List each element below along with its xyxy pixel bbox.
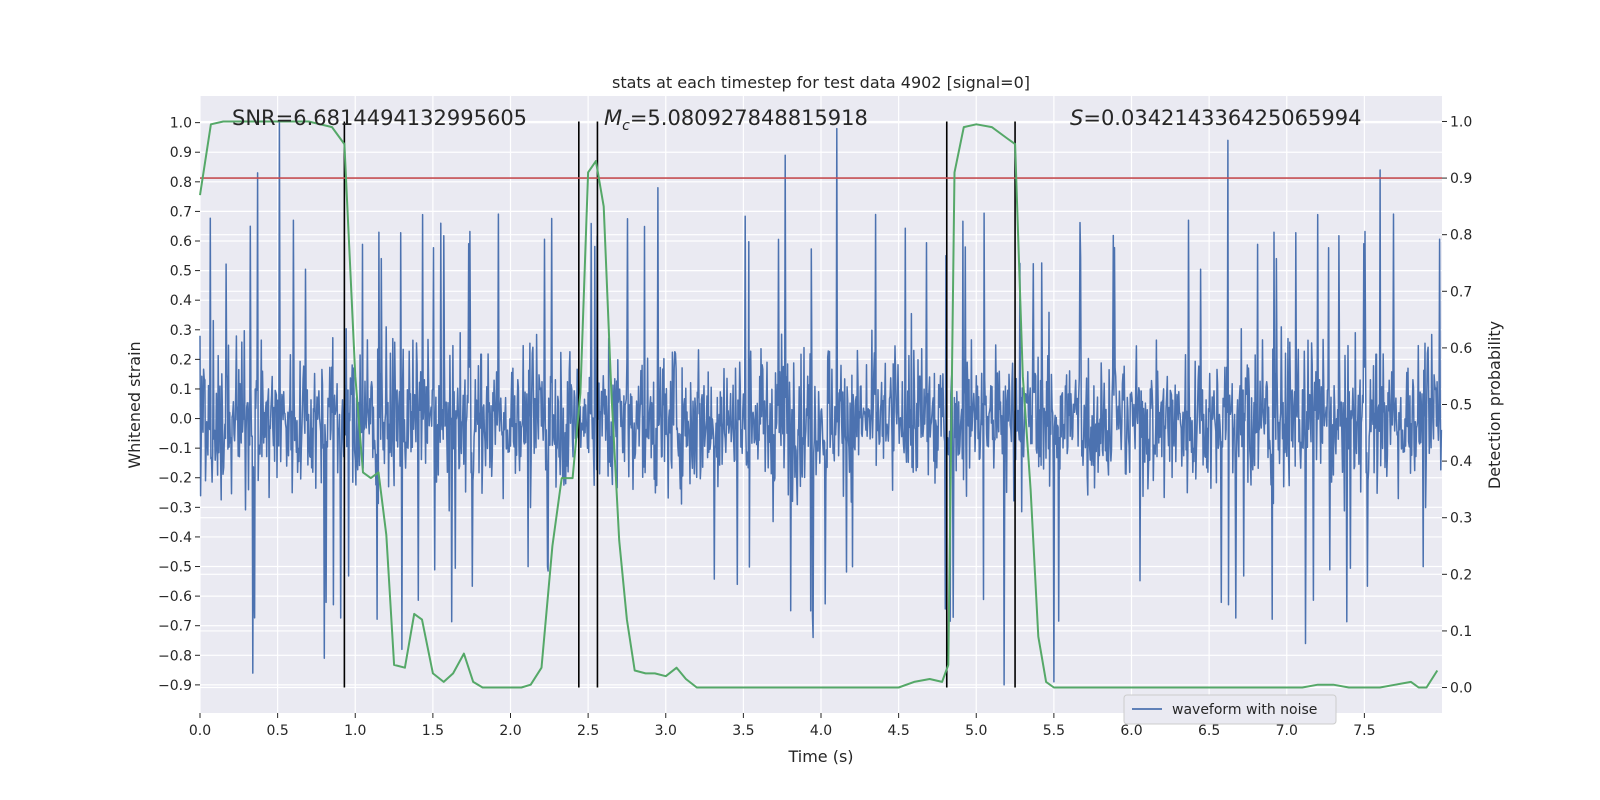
x-tick-label: 0.5 [266,723,288,739]
y-tick-label: −0.6 [158,589,192,605]
x-tick-label: 5.0 [965,723,987,739]
y-right-tick-label: 0.1 [1450,624,1472,640]
y-axis-label: Whitened strain [125,341,144,468]
x-ticks: 0.0 0.5 1.0 1.5 2.0 2.5 3.0 3.5 4.0 4.5 5.0 5.5 6.0 6… [189,713,1376,739]
x-tick-label: 4.5 [887,723,909,739]
y-tick-label: 1.0 [170,116,192,132]
x-tick-label: 7.5 [1353,723,1375,739]
y-tick-label: 0.9 [170,145,192,161]
x-tick-label: 2.0 [499,723,521,739]
x-tick-label: 6.5 [1198,723,1220,739]
y-right-tick-label: 0.2 [1450,567,1472,583]
y-right-tick-label: 0.7 [1450,284,1472,300]
y-tick-label: 0.6 [170,234,192,250]
s-annotation: S=0.034214336425065994 [1070,106,1361,130]
y-right-tick-label: 0.6 [1450,341,1472,357]
y-tick-label: −0.9 [158,678,192,694]
y-ticks-right: 1.0 0.9 0.8 0.7 0.6 0.5 0.4 0.3 0.2 0.1 0.0 [1442,114,1472,697]
x-axis-label: Time (s) [787,747,853,766]
y-ticks-left: 1.0 0.9 0.8 0.7 0.6 0.5 0.4 0.3 0.2 0.1 0.0 −0.1 −0.… [158,116,200,694]
y-right-tick-label: 0.8 [1450,228,1472,244]
y-right-tick-label: 0.5 [1450,398,1472,414]
y-tick-label: 0.0 [170,412,192,428]
y-tick-label: −0.1 [158,441,192,457]
legend: waveform with noise [1123,694,1337,725]
legend-label-waveform: waveform with noise [1172,702,1317,718]
y-tick-label: 0.5 [170,264,192,280]
y-tick-label: 0.8 [170,175,192,191]
mc-value: =5.080927848815918 [630,106,868,130]
y-right-tick-label: 1.0 [1450,114,1472,130]
y-tick-label: −0.5 [158,560,192,576]
y-right-tick-label: 0.9 [1450,171,1472,187]
y-tick-label: −0.4 [158,530,192,546]
x-tick-label: 5.5 [1043,723,1065,739]
y-tick-label: −0.8 [158,648,192,664]
y-right-tick-label: 0.0 [1450,681,1472,697]
waveform-line [199,121,1443,686]
y-tick-label: −0.3 [158,500,192,516]
x-tick-label: 7.0 [1276,723,1298,739]
x-tick-label: 6.0 [1120,723,1142,739]
x-tick-label: 3.0 [655,723,677,739]
y-tick-label: −0.7 [158,619,192,635]
probability-line [199,120,1439,689]
y-axis-label-right: Detection probability [1485,321,1504,489]
x-tick-label: 3.5 [732,723,754,739]
x-tick-label: 2.5 [577,723,599,739]
s-symbol: S [1070,106,1083,130]
y-tick-label: 0.1 [170,382,192,398]
mc-symbol: M [604,106,622,130]
mc-annotation: Mc=5.080927848815918 [604,106,868,134]
s-value: =0.034214336425065994 [1083,106,1361,130]
x-tick-label: 4.0 [810,723,832,739]
y-tick-label: 0.2 [170,352,192,368]
series-detection-probability [199,120,1439,689]
y-tick-label: 0.7 [170,204,192,220]
y-tick-label: 0.4 [170,293,192,309]
series-waveform-with-noise [199,121,1443,686]
snr-annotation: SNR=6.6814494132995605 [232,106,527,130]
y-tick-label: 0.3 [170,323,192,339]
legend-box [1123,694,1337,725]
chart-title: stats at each timestep for test data 490… [612,73,1030,92]
x-tick-label: 0.0 [189,723,211,739]
x-tick-label: 1.5 [422,723,444,739]
x-tick-label: 1.0 [344,723,366,739]
y-tick-label: −0.2 [158,471,192,487]
mc-subscript: c [622,118,630,134]
y-right-tick-label: 0.4 [1450,454,1472,470]
y-right-tick-label: 0.3 [1450,511,1472,527]
